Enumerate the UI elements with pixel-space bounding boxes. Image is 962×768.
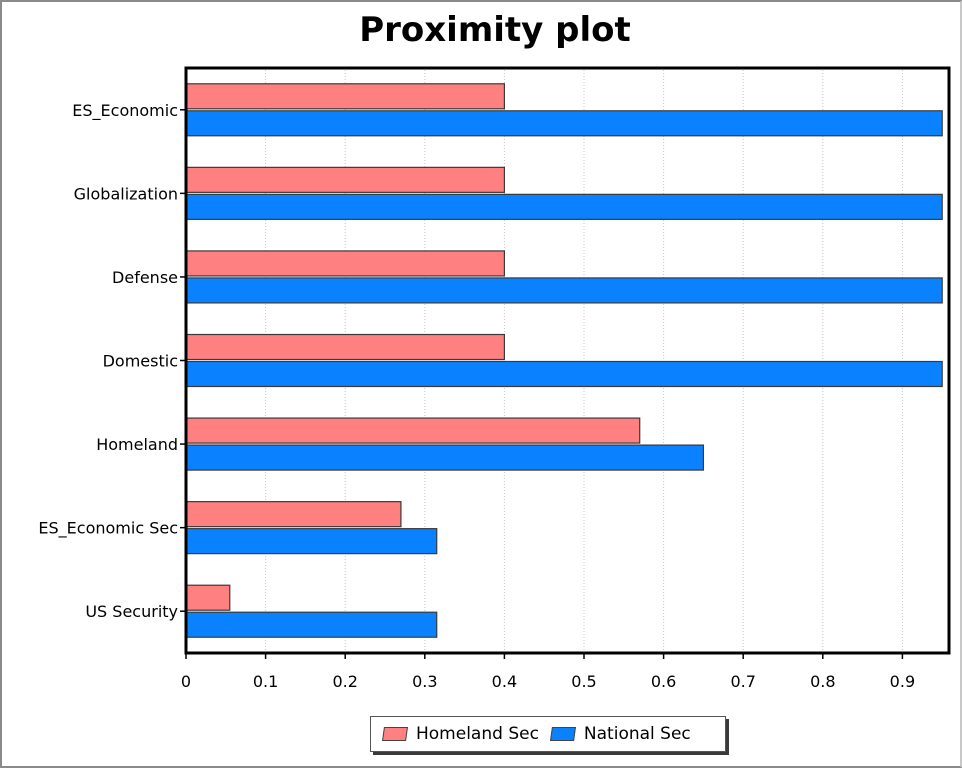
bar-national-sec-domestic bbox=[185, 360, 943, 388]
chart-legend: Homeland Sec National Sec bbox=[370, 716, 726, 752]
bar-national-sec-us-security bbox=[185, 611, 438, 638]
bar-homeland-sec-homeland bbox=[185, 417, 641, 444]
y-tick-label: ES_Economic Sec bbox=[38, 519, 178, 539]
bar-national-sec-defense bbox=[185, 277, 943, 304]
x-tick-label: 0.2 bbox=[332, 672, 357, 691]
y-tick-label: US Security bbox=[85, 602, 178, 621]
legend-item-national-sec: National Sec bbox=[549, 724, 691, 744]
legend-label-homeland-sec: Homeland Sec bbox=[416, 724, 539, 744]
bar-homeland-sec-globalization bbox=[185, 166, 505, 193]
legend-label-national-sec: National Sec bbox=[583, 724, 691, 744]
x-tick-label: 0.3 bbox=[412, 672, 437, 691]
legend-swatch-national-sec bbox=[549, 727, 576, 741]
x-tick-label: 0.4 bbox=[492, 672, 517, 691]
y-tick-label: Domestic bbox=[103, 352, 178, 371]
x-tick-label: 0.8 bbox=[810, 672, 835, 691]
x-tick-label: 0.5 bbox=[571, 672, 596, 691]
chart-title: Proximity plot bbox=[359, 10, 631, 50]
bar-homeland-sec-defense bbox=[185, 250, 505, 277]
bar-national-sec-es-economic-sec bbox=[185, 528, 438, 555]
bar-national-sec-homeland bbox=[185, 444, 705, 471]
bar-homeland-sec-es-economic-sec bbox=[185, 501, 402, 528]
bar-homeland-sec-us-security bbox=[185, 584, 231, 611]
plot-border bbox=[184, 66, 951, 655]
bar-national-sec-es-economic bbox=[185, 110, 943, 137]
y-tick-label: Defense bbox=[112, 268, 178, 287]
x-tick-label: 0 bbox=[181, 672, 191, 691]
bar-homeland-sec-domestic bbox=[185, 333, 505, 361]
legend-item-homeland-sec: Homeland Sec bbox=[382, 724, 539, 744]
bar-national-sec-globalization bbox=[185, 193, 943, 220]
y-tick-label: Globalization bbox=[74, 184, 178, 203]
y-tick-label: ES_Economic bbox=[72, 101, 178, 121]
legend-swatch-homeland-sec bbox=[382, 727, 408, 741]
plot-area bbox=[186, 68, 949, 653]
x-tick-label: 0.1 bbox=[253, 672, 278, 691]
x-tick-label: 0.6 bbox=[651, 672, 676, 691]
x-tick-label: 0.7 bbox=[730, 672, 755, 691]
bar-homeland-sec-es-economic bbox=[185, 83, 505, 110]
x-tick-label: 0.9 bbox=[890, 672, 915, 691]
y-tick-label: Homeland bbox=[96, 435, 178, 454]
